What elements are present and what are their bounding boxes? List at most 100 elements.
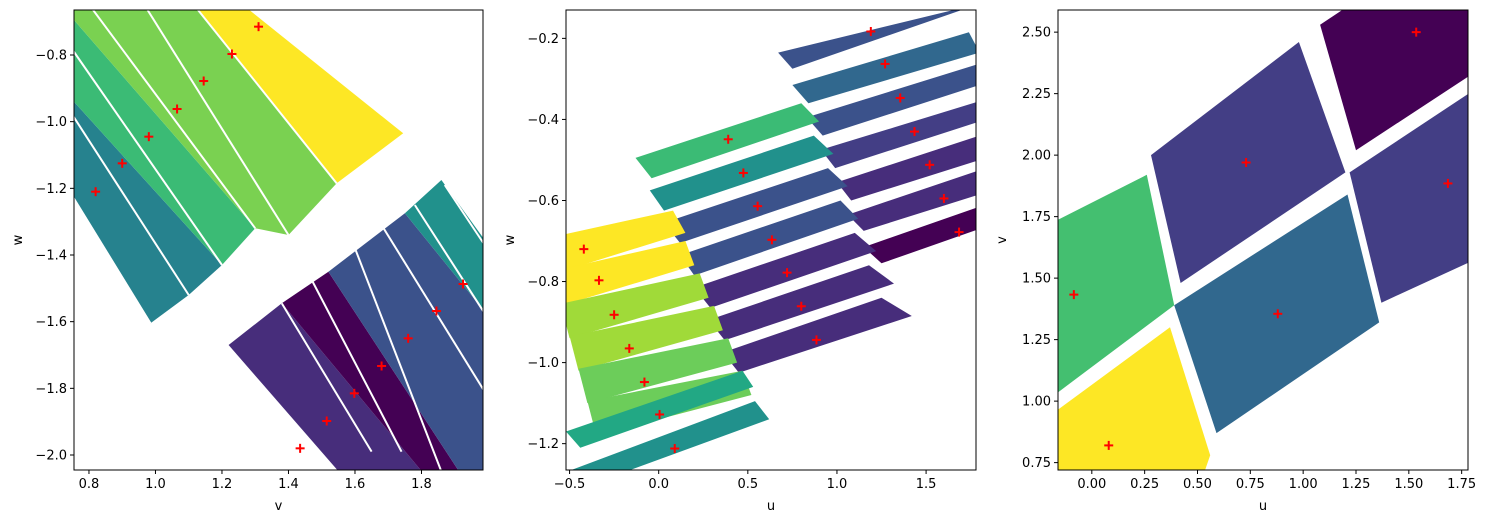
- data-point-marker: [579, 244, 589, 254]
- x-tick-label: 0.0: [648, 477, 669, 492]
- data-point-marker: [227, 49, 237, 59]
- x-tick-label: 1.25: [1342, 477, 1371, 492]
- data-point-marker: [295, 443, 305, 453]
- x-tick-label: 1.0: [145, 477, 166, 492]
- region-polygon: [74, 101, 222, 324]
- region-polygon: [694, 232, 877, 308]
- data-point-marker: [1241, 158, 1251, 168]
- data-point-marker: [895, 93, 905, 103]
- data-point-marker: [866, 26, 876, 36]
- data-point-marker: [954, 227, 964, 237]
- region-polygon: [566, 241, 695, 305]
- region-polygon: [74, 10, 337, 235]
- data-point-marker: [925, 160, 935, 170]
- x-tick-label: 1.4: [278, 477, 299, 492]
- region-polygon: [837, 136, 976, 201]
- y-tick-label: 0.75: [1022, 456, 1051, 471]
- data-point-marker: [639, 377, 649, 387]
- region-polygon: [1058, 174, 1175, 393]
- data-point-marker: [144, 132, 154, 142]
- region-separator-line: [146, 10, 290, 236]
- data-point-marker: [910, 127, 919, 137]
- y-tick-label: −0.4: [527, 113, 559, 128]
- data-point-marker: [458, 279, 468, 289]
- region-polygon: [228, 303, 421, 470]
- x-tick-label: 1.8: [411, 477, 432, 492]
- y-tick-label: 2.50: [1022, 26, 1051, 41]
- data-point-marker: [609, 310, 619, 320]
- x-tick-label: 0.8: [79, 477, 100, 492]
- data-point-marker: [431, 306, 441, 316]
- region-separator-line: [443, 184, 483, 245]
- region-polygon: [566, 370, 754, 448]
- region-polygon: [569, 305, 723, 371]
- y-tick-label: 1.25: [1022, 333, 1051, 348]
- data-point-marker: [117, 158, 127, 168]
- region-polygon: [863, 207, 976, 264]
- x-tick-label: 0.50: [1183, 477, 1212, 492]
- region-polygon: [578, 338, 738, 404]
- region-separator-line: [74, 115, 190, 296]
- data-point-marker: [322, 416, 332, 426]
- plot-area: [566, 10, 976, 470]
- x-tick-label: 1.6: [345, 477, 366, 492]
- data-point-marker: [670, 444, 680, 454]
- data-point-marker: [594, 275, 604, 285]
- x-tick-label: 0.00: [1077, 477, 1106, 492]
- y-tick-label: −1.2: [35, 182, 67, 197]
- data-point-marker: [1443, 178, 1453, 188]
- region-separator-line: [413, 204, 483, 313]
- region-separator-line: [380, 224, 483, 391]
- x-tick-label: −0.5: [554, 477, 586, 492]
- region-polygon: [1320, 10, 1468, 151]
- y-tick-label: −0.8: [35, 49, 67, 64]
- y-tick-label: −1.6: [35, 315, 67, 330]
- data-point-marker: [1273, 309, 1283, 319]
- region-polygon: [198, 10, 404, 184]
- x-tick-label: 1.0: [827, 477, 848, 492]
- data-point-marker: [624, 343, 634, 353]
- y-tick-label: 1.75: [1022, 210, 1051, 225]
- data-point-marker: [880, 59, 890, 69]
- data-point-marker: [738, 168, 748, 178]
- axes-frame: [73, 9, 484, 471]
- region-polygon: [566, 210, 686, 271]
- data-point-marker: [349, 388, 359, 398]
- y-axis-label: w: [11, 234, 26, 245]
- plot-area: [1058, 10, 1468, 470]
- y-tick-label: −1.4: [35, 249, 67, 264]
- x-tick-label: 0.25: [1130, 477, 1159, 492]
- region-polygon: [566, 273, 709, 339]
- region-separator-line: [310, 279, 403, 453]
- data-point-marker: [199, 76, 209, 86]
- data-point-marker: [723, 134, 733, 144]
- y-tick-label: −1.2: [527, 437, 559, 452]
- x-tick-label: 1.00: [1289, 477, 1318, 492]
- chart-panel-1: 0.8 1.0 1.2 1.4 1.6 1.8 −2.0 −1.8 −1.6 −1.4 −1.2 −1…: [11, 9, 484, 514]
- x-axis-label: u: [767, 499, 775, 514]
- region-polygon: [74, 20, 256, 265]
- region-separator-line: [354, 247, 442, 470]
- data-point-marker: [1411, 27, 1421, 37]
- y-tick-label: 2.00: [1022, 149, 1051, 164]
- y-tick-label: −1.8: [35, 382, 67, 397]
- data-point-marker: [172, 104, 182, 114]
- y-tick-label: −0.8: [527, 275, 559, 290]
- data-point-marker: [767, 235, 777, 245]
- region-separator-line: [74, 50, 223, 266]
- x-tick-label: 1.75: [1447, 477, 1476, 492]
- region-separator-line: [91, 10, 257, 229]
- data-point-marker: [796, 301, 806, 311]
- region-polygon: [847, 171, 976, 231]
- data-point-marker: [811, 335, 821, 345]
- plot-area: [74, 10, 483, 470]
- y-axis-label: v: [995, 236, 1010, 244]
- y-tick-label: −2.0: [35, 449, 67, 464]
- chart-panel-2: −0.5 0.0 0.5 1.0 1.5 −1.2 −1.0 −0.8 −0.6 −0.4 −0.2…: [503, 9, 977, 514]
- x-tick-label: 0.75: [1236, 477, 1265, 492]
- data-point-marker: [377, 361, 387, 371]
- y-tick-label: −1.0: [35, 115, 67, 130]
- x-tick-label: 1.2: [212, 477, 233, 492]
- x-axis-label: v: [275, 499, 283, 514]
